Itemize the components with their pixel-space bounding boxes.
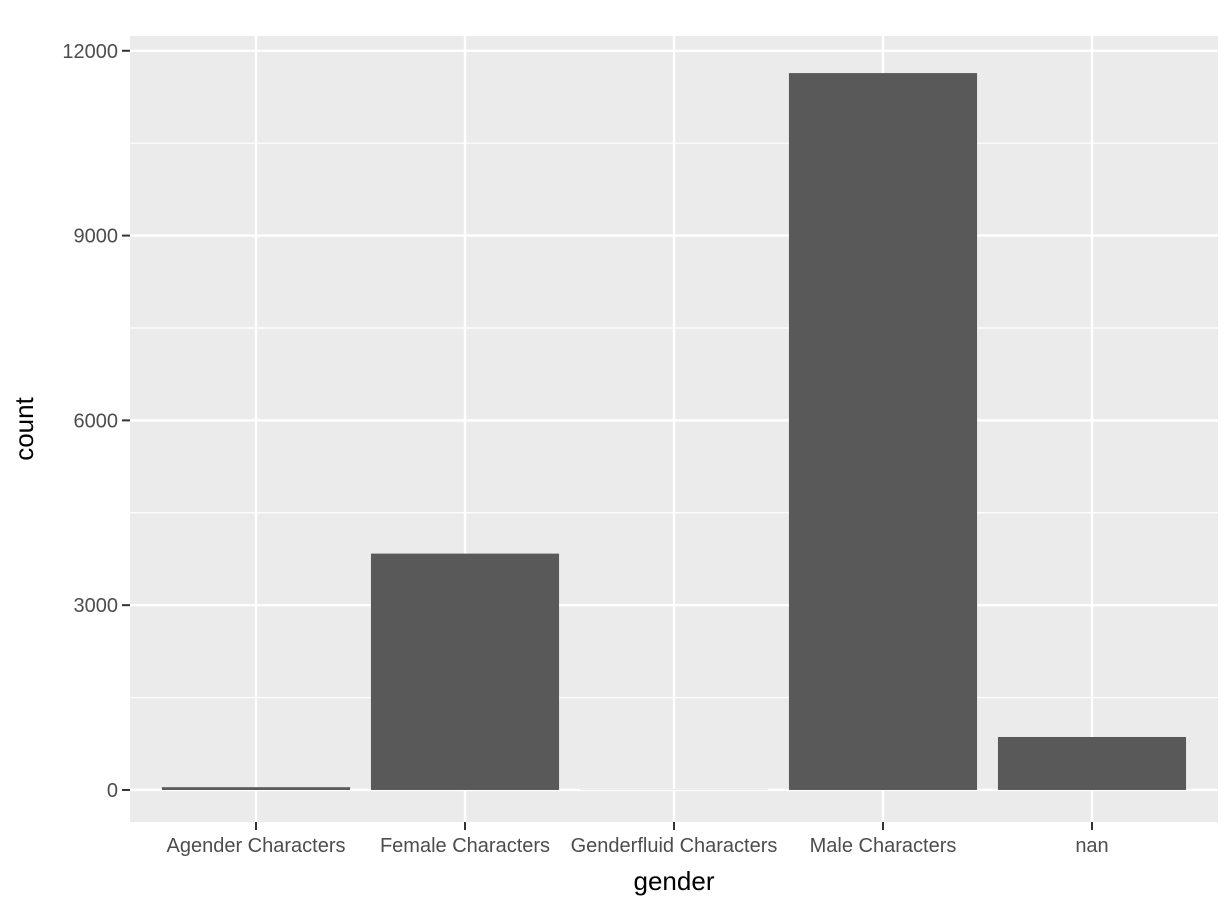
x-tick-label: Female Characters [380, 835, 550, 857]
x-axis-title: gender [634, 866, 715, 896]
y-tick-label: 9000 [74, 226, 119, 248]
x-tick-label: Genderfluid Characters [571, 835, 778, 857]
y-tick-label: 6000 [74, 410, 119, 432]
y-tick-label: 12000 [62, 41, 118, 63]
y-tick-label: 0 [107, 780, 118, 802]
y-tick-label: 3000 [74, 595, 119, 617]
bar [997, 736, 1187, 790]
x-tick-label: Male Characters [810, 835, 957, 857]
y-axis-title: count [9, 396, 39, 460]
bar [370, 553, 560, 790]
x-tick-label: Agender Characters [167, 835, 346, 857]
bar [788, 73, 978, 790]
bars [161, 73, 1187, 790]
axis-ticks: 0 3000 6000 9000 12000 Agender Characters Fema… [62, 41, 1108, 857]
bar [161, 787, 351, 790]
x-tick-label: nan [1075, 835, 1108, 857]
